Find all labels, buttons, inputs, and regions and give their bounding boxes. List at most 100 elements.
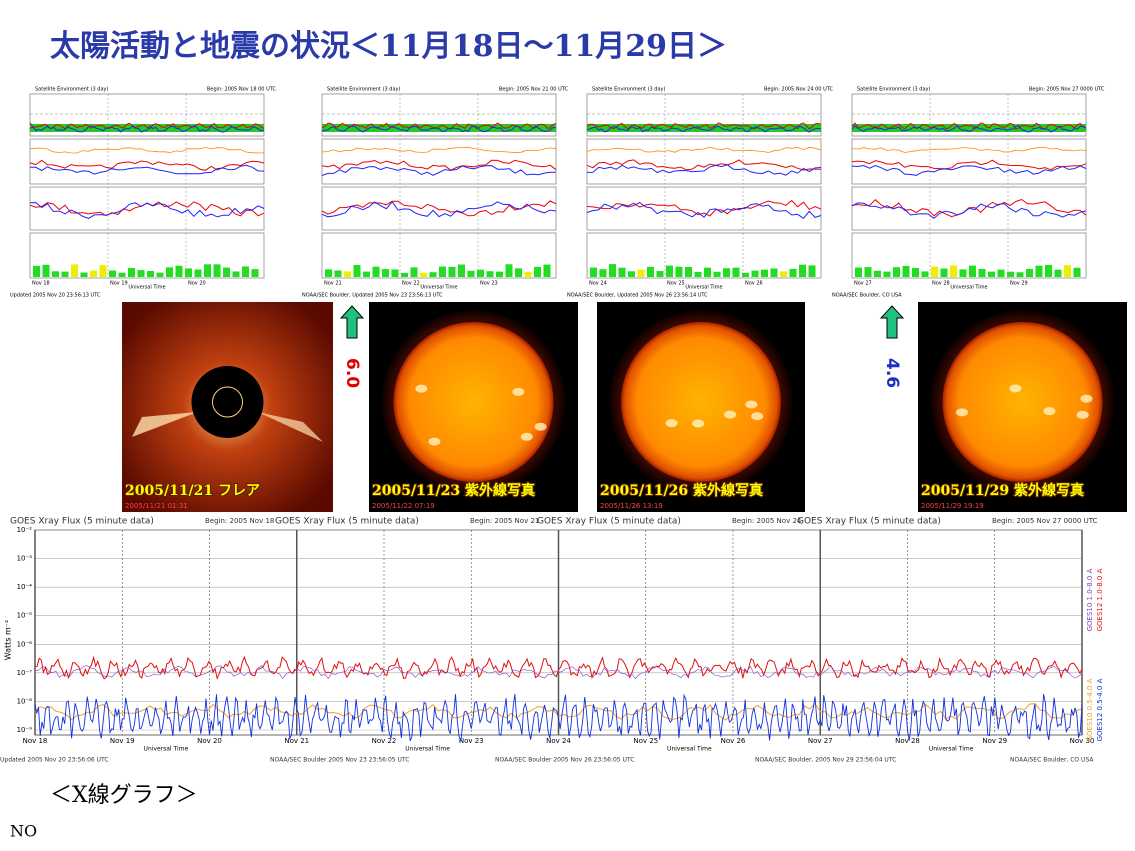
magnitude: 4.6: [882, 358, 902, 388]
proton-line: [851, 125, 1087, 133]
kp-bar: [90, 270, 97, 277]
kp-bar: [609, 264, 616, 277]
active-region: [745, 400, 758, 409]
photo-caption: 2005/11/23 紫外線写真: [372, 482, 535, 499]
x-label: Nov 19: [110, 737, 135, 745]
proton-line: [29, 122, 265, 130]
subplot-frame: [586, 138, 822, 185]
proton-band: [30, 124, 264, 132]
x-label: Nov 20: [197, 737, 222, 745]
x-label: Nov 22: [372, 737, 397, 745]
x-label: Nov 22: [402, 281, 420, 287]
xray-title: GOES Xray Flux (5 minute data): [10, 517, 154, 527]
subplot-frame: [586, 232, 822, 279]
y-tick-label: 10⁻⁹: [17, 726, 33, 734]
active-region: [724, 410, 737, 419]
x-title: Universal Time: [144, 746, 189, 753]
kp-bar: [486, 271, 494, 277]
subplot-frame: [586, 93, 822, 137]
subplot-frame: [321, 93, 557, 137]
x-title: Universal Time: [929, 746, 974, 753]
panel-title: Satellite Environment (3 day): [857, 87, 931, 93]
kp-bar: [429, 272, 437, 277]
x-label: Nov 26: [721, 737, 746, 745]
kp-bar: [128, 267, 135, 277]
x-title: Universal Time: [685, 285, 722, 291]
kp-bar: [864, 267, 872, 277]
kp-bar: [1026, 268, 1033, 277]
cme-streak: [132, 412, 198, 437]
title: 太陽活動と地震の状況＜11月18日～11月29日＞: [50, 29, 727, 64]
electron-line: [586, 164, 822, 176]
x-label: Nov 24: [589, 281, 607, 287]
active-region: [692, 419, 705, 428]
kp-bar: [99, 265, 107, 277]
kp-bar: [505, 264, 513, 277]
photo-timestamp: 2005/11/26 13:19: [600, 502, 663, 510]
kp-bar: [1035, 265, 1043, 277]
mag-line: [321, 200, 557, 218]
y-tick-label: 10⁻³: [17, 555, 33, 563]
subplot-frame: [321, 232, 557, 279]
xray-footer: NOAA/SEC Boulder, 2005 Nov 29 23:56:04 U…: [755, 757, 896, 764]
kp-bar: [618, 267, 626, 277]
kp-bar: [780, 271, 787, 277]
kp-bar: [420, 272, 427, 277]
kp-bar: [137, 270, 145, 277]
kp-bar: [1045, 264, 1052, 277]
proton-band: [587, 124, 821, 132]
kp-bar: [883, 271, 891, 277]
kp-bar: [204, 264, 211, 277]
electron-line: [851, 159, 1087, 171]
kp-bar: [410, 267, 418, 277]
panel-title: Satellite Environment (3 day): [592, 87, 666, 93]
kp-bar: [391, 269, 399, 277]
x-label: Nov 18: [32, 281, 50, 287]
kp-bar: [80, 272, 88, 277]
mag-line: [586, 199, 822, 217]
x-label: Nov 21: [324, 281, 342, 287]
x-label: Nov 29: [982, 737, 1007, 745]
kp-bar: [61, 271, 69, 277]
kp-bar: [799, 264, 806, 277]
active-region: [428, 437, 441, 446]
x-label: Nov 21: [284, 737, 309, 745]
panel-begin: Begin: 2005 Nov 27 0000 UTC: [1029, 87, 1105, 93]
kp-bar: [931, 266, 938, 277]
section-label: ＜X線グラフ＞: [50, 783, 198, 808]
kp-bar: [1073, 267, 1081, 277]
kp-bar: [770, 268, 778, 277]
kp-bar: [109, 270, 116, 277]
y-label: Watts m⁻²: [4, 620, 13, 661]
active-region: [1009, 384, 1022, 393]
kp-bar: [467, 270, 475, 277]
subplot-frame: [29, 186, 265, 231]
active-region: [1080, 394, 1093, 403]
kp-bar: [242, 266, 249, 277]
kp-bar: [1007, 271, 1014, 277]
footer: NOAA/SEC Boulder, Updated 2005 Nov 26 23…: [567, 293, 708, 299]
photo-caption: 2005/11/21 フレア: [125, 483, 260, 499]
xray-begin: Begin: 2005 Nov 21: [470, 517, 539, 525]
kp-bar: [166, 267, 173, 277]
kp-bar: [893, 267, 900, 277]
photo-caption: 2005/11/29 紫外線写真: [921, 482, 1084, 499]
legend-entry: GOES12 0.5-4.0 A: [1096, 678, 1104, 741]
kp-bar: [789, 268, 797, 277]
sun-outline: [212, 386, 243, 418]
active-region: [1043, 407, 1056, 416]
kp-bar: [52, 271, 59, 277]
subplot-frame: [29, 138, 265, 185]
kp-bar: [147, 270, 154, 277]
kp-bar: [213, 264, 221, 277]
subplot-frame: [851, 186, 1087, 231]
kp-bar: [382, 269, 389, 277]
electron-line: [321, 165, 557, 176]
electron-line: [851, 164, 1087, 176]
x-label: Nov 20: [188, 281, 206, 287]
kp-bar: [969, 265, 976, 277]
footer: NOAA/SEC Boulder, CO USA: [832, 293, 902, 299]
kp-bar: [543, 264, 551, 277]
legend-entry: GOES10 0.5-4.0 A: [1086, 678, 1094, 741]
electron-line: [851, 146, 1087, 153]
